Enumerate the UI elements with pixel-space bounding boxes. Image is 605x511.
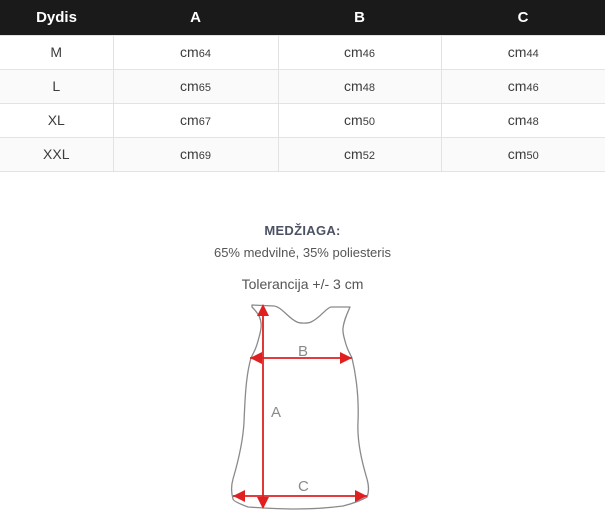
svg-text:B: B: [298, 343, 308, 360]
svg-text:A: A: [271, 404, 281, 421]
svg-text:C: C: [298, 478, 309, 495]
